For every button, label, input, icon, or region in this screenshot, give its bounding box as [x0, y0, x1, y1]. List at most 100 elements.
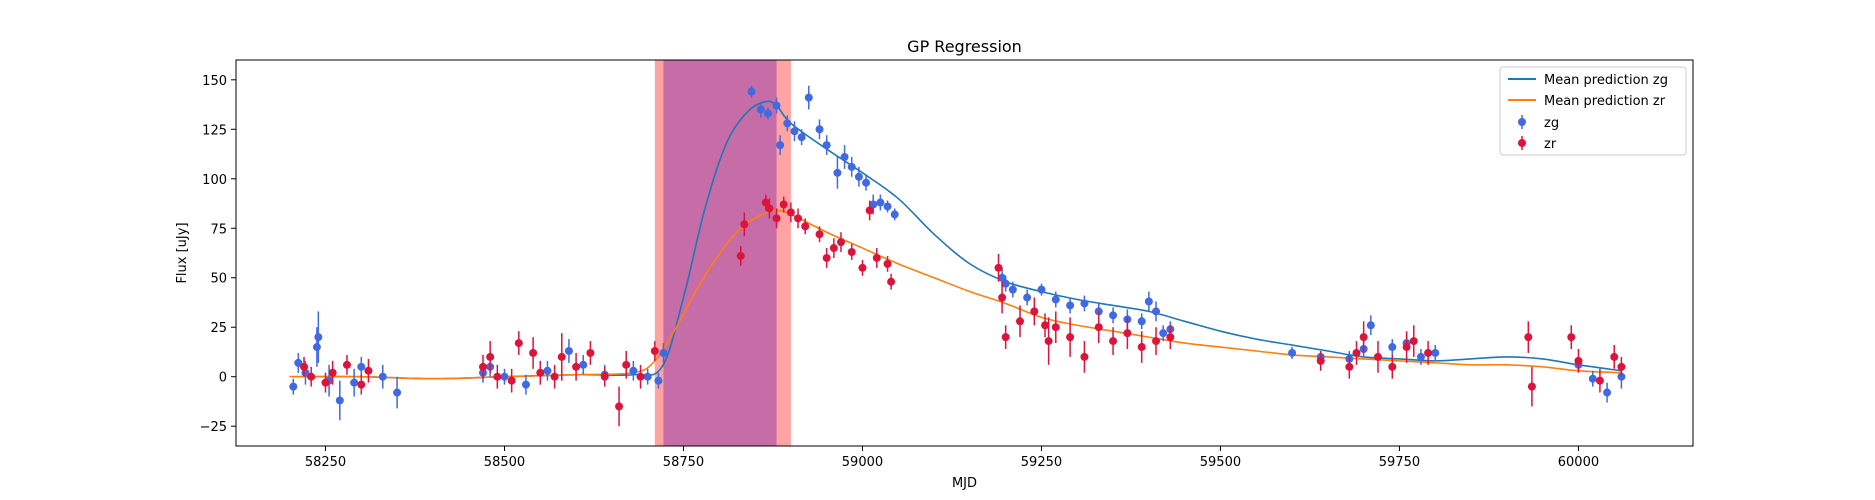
point-zg-70 — [1603, 382, 1612, 403]
point-zr-9 — [493, 364, 502, 389]
marker — [840, 152, 849, 161]
marker — [786, 208, 795, 217]
legend-label-zg: zg — [1544, 116, 1559, 131]
point-zr-35 — [836, 232, 845, 253]
marker — [1152, 337, 1161, 346]
point-zr-28 — [779, 196, 788, 213]
marker — [1066, 301, 1075, 310]
point-zr-23 — [736, 246, 745, 266]
point-zg-63 — [1366, 315, 1375, 336]
point-zg-38 — [862, 174, 871, 191]
point-zr-6 — [364, 358, 373, 383]
point-zg-36 — [847, 156, 856, 177]
marker — [579, 360, 588, 369]
point-zg-49 — [1066, 297, 1075, 314]
point-zr-45 — [1015, 305, 1024, 338]
y-tick-label: 150 — [202, 74, 227, 89]
point-zg-64 — [1388, 339, 1397, 355]
point-zg-16 — [564, 339, 573, 363]
marker — [1409, 337, 1418, 346]
point-zr-48 — [1044, 317, 1053, 365]
point-zg-46 — [1023, 289, 1032, 306]
point-zr-20 — [622, 350, 631, 379]
point-zg-54 — [1137, 313, 1146, 330]
points-zr — [300, 194, 1626, 427]
point-zr-8 — [486, 341, 495, 373]
point-zr-15 — [557, 333, 566, 381]
marker — [776, 141, 785, 150]
point-zr-61 — [1359, 321, 1368, 353]
marker — [883, 202, 892, 211]
point-zg-28 — [783, 115, 792, 132]
mean-prediction-lines — [289, 100, 1622, 380]
point-zr-51 — [1080, 341, 1089, 373]
x-axis-ticks: 58250 58500 58750 59000 59250 59500 59750 60000 — [305, 446, 1599, 470]
point-zr-33 — [822, 248, 831, 268]
legend-dot — [1518, 139, 1526, 147]
point-zr-18 — [600, 366, 609, 387]
marker — [833, 168, 842, 177]
y-tick-label: −25 — [200, 420, 227, 435]
marker — [822, 253, 831, 262]
marker — [1051, 323, 1060, 332]
marker — [629, 366, 638, 375]
marker — [557, 352, 566, 361]
marker — [1352, 348, 1361, 357]
point-zg-32 — [815, 119, 824, 140]
marker — [740, 220, 749, 229]
shaded-regions — [654, 60, 791, 446]
point-zr-26 — [765, 198, 774, 219]
point-zr-37 — [858, 259, 867, 276]
marker — [1431, 348, 1440, 357]
point-zg-48 — [1051, 291, 1060, 308]
point-zg-20 — [643, 368, 652, 385]
marker — [765, 204, 774, 213]
point-zr-32 — [815, 226, 824, 243]
point-zr-66 — [1424, 341, 1433, 365]
marker — [865, 206, 874, 215]
marker — [636, 372, 645, 381]
point-zr-70 — [1574, 349, 1583, 373]
marker — [659, 348, 668, 357]
legend: Mean prediction zg Mean prediction zr zg… — [1499, 66, 1687, 156]
marker — [1041, 321, 1050, 330]
marker — [854, 172, 863, 181]
x-tick-label: 58500 — [484, 455, 525, 470]
y-axis-ticks: −25 0 25 50 75 100 125 150 — [200, 74, 236, 435]
marker — [761, 198, 770, 207]
marker — [1527, 382, 1536, 391]
marker — [801, 222, 810, 231]
marker — [1066, 333, 1075, 342]
point-zr-12 — [529, 337, 538, 369]
legend-marker-zr — [1518, 136, 1526, 150]
marker — [1588, 374, 1597, 383]
marker — [847, 162, 856, 171]
marker — [357, 362, 366, 371]
point-zg-47 — [1037, 283, 1046, 296]
point-zg-6 — [335, 380, 344, 421]
point-zr-42 — [994, 253, 1003, 282]
marker — [529, 348, 538, 357]
point-zr-31 — [801, 218, 810, 235]
point-zr-47 — [1041, 313, 1050, 338]
point-zg-23 — [747, 85, 756, 98]
marker — [1610, 352, 1619, 361]
marker — [507, 376, 516, 385]
point-zr-52 — [1094, 311, 1103, 344]
marker — [500, 372, 509, 381]
line-mean-prediction-zg — [289, 100, 1622, 380]
point-zr-62 — [1373, 341, 1382, 373]
point-zg-66 — [1416, 349, 1425, 365]
marker — [312, 343, 321, 352]
marker — [779, 200, 788, 209]
marker — [335, 396, 344, 405]
point-zg-24 — [756, 101, 765, 118]
y-axis-title: Flux [uJy] — [175, 222, 190, 283]
marker — [1080, 299, 1089, 308]
marker — [1080, 352, 1089, 361]
marker — [342, 360, 351, 369]
marker — [1023, 293, 1032, 302]
marker — [1008, 285, 1017, 294]
point-zr-49 — [1051, 311, 1060, 344]
marker — [364, 366, 373, 375]
